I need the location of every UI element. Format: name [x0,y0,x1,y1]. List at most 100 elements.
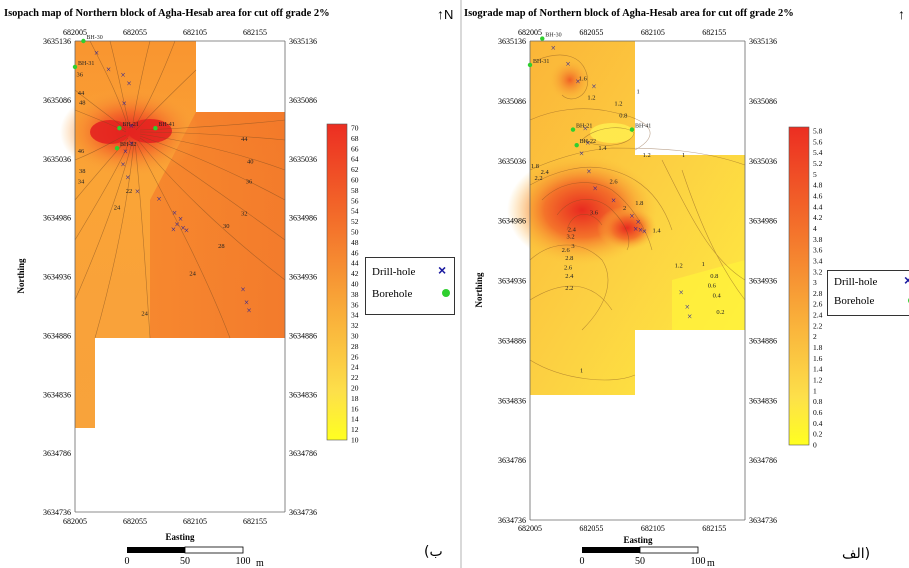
drill-hole-marker: × [629,211,634,221]
drill-hole-marker: × [129,138,134,148]
colorbar-tick-label: 48 [351,238,359,247]
contour-label: 2.2 [565,285,573,292]
colorbar-tick-label: 46 [351,248,359,257]
drill-hole-marker: × [638,225,643,235]
colorbar-tick-label: 66 [351,144,359,153]
scale-label-100: 100 [691,556,706,567]
drill-hole-marker: × [126,78,131,88]
x-tick-label: 682055 [579,28,603,37]
colorbar-tick-label: 0 [813,441,817,450]
isopach-legend: Drill-hole × Borehole [365,257,455,315]
y-ticks-left: 3635136 3635086 3635036 3634986 3634936 36348… [43,37,71,517]
colorbar-tick-label: 1 [813,386,817,395]
colorbar-tick-label: 14 [351,415,359,424]
drill-hole-marker: × [180,223,185,233]
y-tick-label: 3635036 [498,157,526,166]
x-ticks-bottom: 682005 682055 682105 682155 [63,517,267,526]
y-tick-label: 3634836 [749,396,777,405]
y-tick-label: 3634736 [289,508,317,517]
x-tick-label: 682105 [641,28,665,37]
y-tick-label: 3634986 [289,214,317,223]
contour-label: 2.4 [541,169,550,176]
borehole-label: BH-21 [122,122,138,128]
isograde-panel: Isograde map of Northern block of Agha-H… [462,0,909,568]
colorbar-tick-label: 40 [351,280,359,289]
x-tick-label: 682155 [702,524,726,533]
y-tick-label: 3634736 [749,516,777,525]
drill-hole-marker: × [679,287,684,297]
x-tick-label: 682005 [518,524,542,533]
colorbar-tick-label: 10 [351,436,359,445]
x-tick-label: 682105 [641,524,665,533]
contour-label: 1.2 [675,262,683,269]
colorbar-tick-label: 70 [351,124,359,133]
north-arrow-icon: ↑ [898,6,905,22]
drill-hole-marker: × [174,220,179,230]
contour-label: 48 [79,100,86,107]
colorbar-tick-label: 52 [351,217,359,226]
colorbar-tick-label: 3.6 [813,246,823,255]
colorbar-tick-label: 36 [351,300,359,309]
y-tick-label: 3634836 [43,390,71,399]
colorbar-tick-label: 24 [351,363,359,372]
borehole-label: BH-31 [78,61,94,67]
drill-hole-marker: × [593,183,598,193]
contour-label: 40 [247,158,254,165]
borehole-marker [629,127,635,132]
borehole-marker [72,64,78,70]
colorbar-tick-label: 16 [351,404,359,413]
borehole-marker [574,142,579,148]
drill-holes: ×××××××××××××××× ××××× [94,48,251,316]
contour-label: 36 [77,71,84,78]
colorbar-tick-label: 5.4 [813,148,823,157]
isograde-legend: Drill-hole × Borehole [827,270,909,316]
boreholes: BH-30 BH-31 BH-21 BH-41 BH-22 [527,33,651,148]
isopach-title: Isopach map of Northern block of Agha-He… [4,8,330,19]
drill-hole-marker: × [171,224,176,234]
panel-divider [460,0,462,568]
contour-label: 1.4 [652,228,661,235]
drill-hole-marker: × [123,147,128,157]
y-tick-label: 3635036 [749,157,777,166]
x-tick-label: 682155 [243,28,267,37]
colorbar-tick-label: 2.8 [813,289,823,298]
drill-hole-marker: × [591,82,596,92]
contour-labels: 36 44 48 46 38 34 44 40 36 32 30 28 24 24 22 24 [77,71,254,317]
drill-hole-marker: × [685,302,690,312]
contour-label: 1 [682,152,685,159]
y-tick-label: 3635086 [749,97,777,106]
drill-hole-marker: × [156,194,161,204]
drill-hole-marker: × [125,173,130,183]
borehole-label: BH-21 [576,124,592,130]
colorbar-tick-label: 30 [351,332,359,341]
drill-hole-marker: × [246,306,251,316]
borehole-marker [527,62,533,68]
scale-label-50: 50 [180,556,190,567]
y-tick-label: 3634986 [749,217,777,226]
legend-drill-hole-label: Drill-hole [834,276,878,288]
borehole-marker [114,145,120,151]
colorbar [788,126,810,446]
y-ticks-right: 3635136 3635086 3635036 3634986 3634936 36348… [289,37,317,517]
contour-label: 2.8 [565,255,573,262]
y-tick-label: 3634886 [749,336,777,345]
colorbar-tick-label: 2.4 [813,311,823,320]
y-tick-label: 3634936 [749,277,777,286]
x-ticks-top: 682005 682055 682105 682155 [518,28,726,37]
panel-label-b: (ب [424,544,443,560]
drill-hole-marker: × [633,224,638,234]
colorbar-tick-label: 54 [351,207,359,216]
colorbar-tick-label: 1.2 [813,376,823,385]
colorbar-tick-label: 58 [351,186,359,195]
y-axis-label: Northing [16,258,26,294]
contour-label: 30 [223,223,230,230]
drill-hole-marker: × [122,98,127,108]
scale-label-0: 0 [580,556,585,567]
drill-hole-icon: × [904,272,909,288]
contour-label: 36 [246,178,253,185]
borehole-marker [81,38,86,44]
colorbar-tick-label: 20 [351,384,359,393]
colorbar-tick-label: 44 [351,259,359,268]
borehole-marker [153,125,158,131]
borehole-label: BH-22 [580,139,596,145]
